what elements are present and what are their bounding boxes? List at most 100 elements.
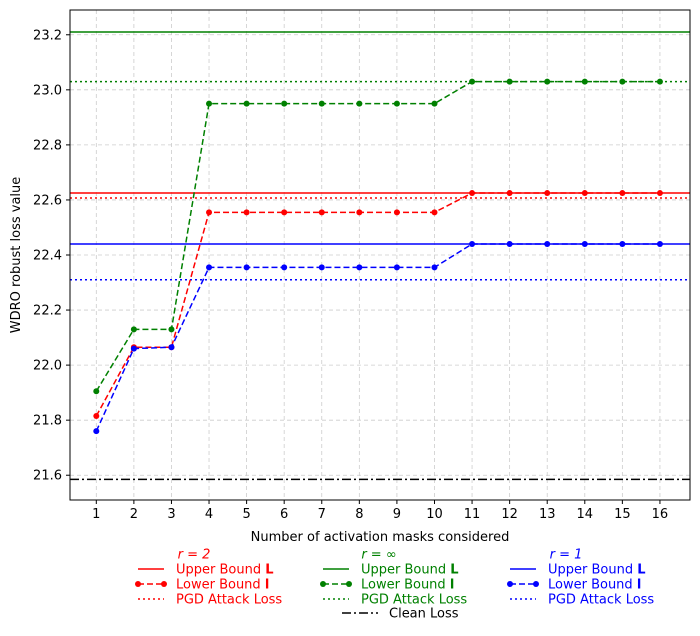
x-tick-label: 11	[464, 507, 481, 522]
lower-bound-point	[281, 209, 288, 216]
lower-bound-point	[506, 78, 513, 85]
lower-bound-series	[93, 190, 663, 420]
lower-bound-line	[95, 243, 660, 432]
lower-bound-point	[281, 264, 288, 271]
legend-group-title: r = ∞	[361, 548, 396, 563]
lower-bound-point	[506, 240, 513, 247]
lower-bound-point	[544, 240, 551, 247]
x-tick-label: 10	[426, 507, 443, 522]
x-axis-label: Number of activation masks considered	[251, 530, 510, 545]
legend-lower-bound-marker	[533, 581, 539, 587]
x-tick-label: 3	[167, 507, 175, 522]
lower-bound-point	[356, 264, 363, 271]
lower-bound-point	[318, 264, 325, 271]
y-tick-label: 23.0	[33, 83, 62, 98]
lower-bound-point	[544, 78, 551, 85]
lower-bound-point	[206, 264, 213, 271]
legend-entry-label: Upper Bound L	[548, 563, 646, 578]
legend-entry-label: Lower Bound l	[361, 578, 454, 593]
lower-bound-point	[619, 190, 626, 197]
lower-bound-point	[393, 209, 400, 216]
x-tick-label: 4	[205, 507, 213, 522]
lower-bound-line	[95, 80, 660, 392]
y-tick-label: 22.6	[33, 193, 62, 208]
x-tick-label: 8	[355, 507, 363, 522]
lower-bound-point	[656, 78, 663, 85]
legend-lower-bound-marker	[507, 581, 513, 587]
x-tick-label: 1	[92, 507, 100, 522]
legend-entry-label: Upper Bound L	[176, 563, 274, 578]
lower-bound-point	[206, 100, 213, 107]
x-tick-label: 14	[577, 507, 594, 522]
lower-bound-point	[469, 78, 476, 85]
legend-entry-label: Upper Bound L	[361, 563, 459, 578]
legend-lower-bound-marker	[346, 581, 352, 587]
lower-bound-point	[656, 240, 663, 247]
lower-bound-point	[393, 100, 400, 107]
legend-lower-bound-marker	[320, 581, 326, 587]
lower-bound-series	[93, 78, 663, 395]
lower-bound-point	[656, 190, 663, 197]
lower-bound-point	[581, 240, 588, 247]
lower-bound-point	[469, 190, 476, 197]
legend-entry-label: Lower Bound l	[176, 578, 269, 593]
legend-entry-label: PGD Attack Loss	[176, 593, 282, 608]
lower-bound-point	[506, 190, 513, 197]
lower-bound-point	[356, 209, 363, 216]
x-tick-label: 6	[280, 507, 288, 522]
lower-bound-point	[581, 78, 588, 85]
lower-bound-point	[243, 100, 250, 107]
lower-bound-point	[318, 209, 325, 216]
y-axis-label: WDRO robust loss value	[9, 177, 24, 334]
legend-entry-label: PGD Attack Loss	[548, 593, 654, 608]
lower-bound-point	[431, 209, 438, 216]
legend-entry-label: Clean Loss	[389, 607, 459, 622]
lower-bound-point	[318, 100, 325, 107]
lower-bound-point	[619, 240, 626, 247]
y-tick-label: 22.2	[33, 304, 62, 319]
lower-bound-point	[130, 345, 137, 352]
lower-bound-point	[93, 428, 100, 435]
y-tick-label: 22.0	[33, 359, 62, 374]
legend-lower-bound-marker	[135, 581, 141, 587]
legend-entry-label: Lower Bound l	[548, 578, 641, 593]
lower-bound-point	[544, 190, 551, 197]
lower-bound-point	[168, 326, 175, 333]
x-tick-label: 7	[318, 507, 326, 522]
y-tick-label: 21.8	[33, 414, 62, 429]
lower-bound-point	[281, 100, 288, 107]
lower-bound-point	[206, 209, 213, 216]
lower-bound-point	[431, 100, 438, 107]
legend-entry-label: PGD Attack Loss	[361, 593, 467, 608]
lower-bound-series	[93, 240, 663, 435]
lower-bound-point	[393, 264, 400, 271]
grid-lines	[70, 10, 690, 500]
y-tick-label: 23.2	[33, 28, 62, 43]
legend-lower-bound-marker	[161, 581, 167, 587]
x-tick-label: 9	[393, 507, 401, 522]
lower-bound-point	[243, 209, 250, 216]
y-tick-label: 22.8	[33, 138, 62, 153]
lower-bound-line	[95, 192, 660, 417]
x-tick-label: 12	[501, 507, 518, 522]
lower-bound-point	[130, 326, 137, 333]
reference-lines	[70, 31, 690, 481]
lower-bound-point	[581, 190, 588, 197]
x-tick-label: 13	[539, 507, 556, 522]
y-tick-label: 22.4	[33, 249, 62, 264]
x-tick-label: 2	[130, 507, 138, 522]
lower-bound-point	[243, 264, 250, 271]
lower-bound-point	[168, 344, 175, 351]
lower-bound-point	[619, 78, 626, 85]
lower-bound-point	[93, 388, 100, 395]
x-tick-label: 15	[614, 507, 631, 522]
x-tick-label: 16	[652, 507, 669, 522]
lower-bound-point	[469, 240, 476, 247]
lower-bound-point	[431, 264, 438, 271]
legend-group-title: r = 2	[178, 548, 211, 563]
lower-bound-point	[93, 413, 100, 420]
